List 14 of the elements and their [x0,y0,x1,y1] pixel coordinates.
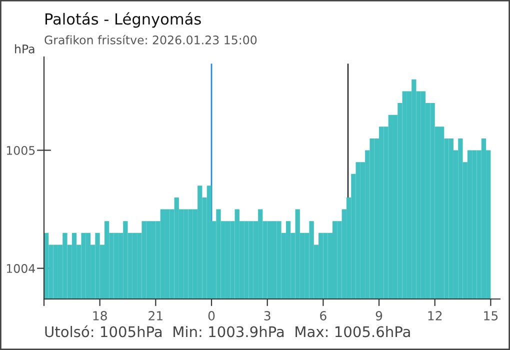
x-tick-label: 21 [148,311,162,320]
x-tick-label: 9 [376,311,382,320]
x-tick-label: 18 [93,311,107,320]
x-tick-label: 3 [264,311,270,320]
x-tick-label: 12 [428,311,442,320]
text: Utolsó: 1005hPa Min: 1003.9hPa Max: 1005.6hPa [45,325,410,338]
y-tick-label: 1005 [6,146,35,155]
y-tick-label: 1004 [6,264,36,273]
chart-subtitle: Grafikon frissítve: 2026.01.23 15:00 [44,34,257,44]
x-tick-label: 15 [484,311,498,320]
x-tick-label: 0 [208,311,215,320]
y-axis-title: hPa [15,44,34,54]
x-tick-label: 6 [320,311,326,320]
chart-title: Palotás - Légnyomás [46,12,201,28]
